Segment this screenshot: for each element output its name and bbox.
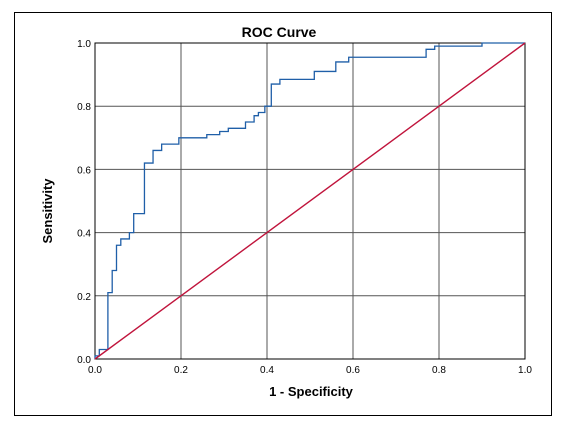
y-tick-label: 0.6 [77,165,91,176]
x-axis-title: 1 - Specificity [269,384,354,399]
x-tick-label: 0.6 [346,365,360,376]
x-tick-label: 1.0 [518,365,532,376]
series-layer [94,42,526,360]
y-tick-label: 0.0 [77,355,91,366]
x-tick-label: 0.2 [174,365,188,376]
chart-frame: ROC Curve 0.0 0.2 0.4 0.6 0.8 1.0 0.0 0.2 0.4 0.6… [14,12,552,416]
plot-area [94,42,526,360]
y-tick-label: 1.0 [77,39,91,50]
tick-labels: 0.0 0.2 0.4 0.6 0.8 1.0 0.0 0.2 0.4 0.6 0.8 1.0 [77,39,532,376]
y-tick-label: 0.8 [77,102,91,113]
x-tick-label: 0.8 [432,365,446,376]
chart-title: ROC Curve [242,24,317,40]
y-axis-title: Sensitivity [40,178,55,244]
y-tick-label: 0.4 [77,229,91,240]
roc-chart: ROC Curve 0.0 0.2 0.4 0.6 0.8 1.0 0.0 0.2 0.4 0.6… [40,24,532,399]
roc-curve-line [94,42,525,359]
grid [95,43,525,359]
reference-diagonal-line [94,42,526,360]
y-tick-label: 0.2 [77,292,91,303]
x-tick-label: 0.0 [88,365,102,376]
x-tick-label: 0.4 [260,365,274,376]
